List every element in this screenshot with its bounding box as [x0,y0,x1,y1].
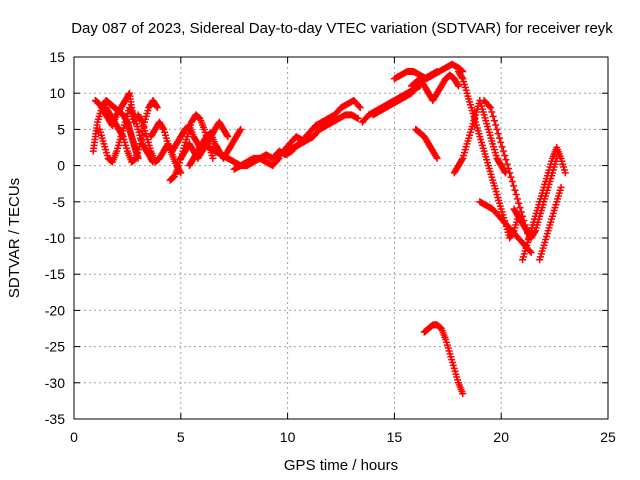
series-track-26 [420,321,467,398]
series-track-21 [480,96,533,242]
data-point [494,130,502,138]
data-point [557,183,565,191]
y-tick-label: -5 [53,194,66,210]
data-point [497,138,505,146]
x-tick-label: 0 [70,429,78,445]
data-point [515,199,523,207]
data-point [236,127,244,135]
data-point [516,204,524,212]
x-tick-label: 20 [493,429,509,445]
data-point [454,81,462,89]
data-point [493,125,501,133]
y-tick-label: 10 [49,85,65,101]
y-tick-label: -30 [45,375,65,391]
x-tick-label: 5 [177,429,185,445]
data-point [507,173,515,181]
data-point [506,169,514,177]
data-point [137,117,145,125]
data-point [511,186,519,194]
data-points [89,60,569,398]
series-track-16 [390,60,467,83]
data-point [224,133,232,141]
data-point [487,104,495,112]
data-point [485,102,493,110]
data-point [355,102,363,110]
data-point [125,91,133,99]
data-point [498,143,506,151]
data-point [510,182,518,190]
x-tick-label: 25 [600,429,616,445]
x-axis-label: GPS time / hours [284,457,398,474]
series-track-17 [407,71,462,104]
data-point [209,154,217,162]
data-point [531,228,539,236]
series-track-12 [273,96,364,162]
y-tick-label: -20 [45,302,65,318]
data-point [561,169,569,177]
data-point [458,73,466,81]
data-point [152,102,160,110]
data-point [513,195,521,203]
y-tick-label: -15 [45,266,65,282]
chart-title: Day 087 of 2023, Sidereal Day-to-day VTE… [71,20,613,37]
data-point [495,134,503,142]
data-point [138,131,146,139]
series-track-24 [510,154,561,242]
series-track-04 [102,96,161,166]
data-point [553,154,561,162]
series-track-25 [536,183,565,264]
series-track-22 [476,198,535,256]
data-point [454,82,462,90]
data-point [153,104,161,112]
data-point [223,131,231,139]
data-point [432,153,440,161]
series-track-15 [369,67,441,119]
data-point [356,104,364,112]
data-point [527,248,535,256]
y-axis-label: SDTVAR / TECUs [6,178,23,298]
y-tick-label: -10 [45,230,65,246]
data-point [129,109,137,117]
axis-ticks: 15 10 5 0 -5 -10 -15 -20 -25 -30 -35 0 5 10 15 20 25 [45,49,616,445]
y-tick-label: 0 [57,158,65,174]
data-point [433,154,441,162]
data-point [490,117,498,125]
data-point [118,131,126,139]
data-point [137,136,145,144]
series-track-19 [450,96,509,177]
y-tick-label: -25 [45,339,65,355]
data-point [504,164,512,172]
data-point [136,140,144,148]
y-tick-label: 5 [57,121,65,137]
data-point [159,124,167,132]
y-tick-label: -35 [45,411,65,427]
data-point [488,108,496,116]
data-point [354,115,362,123]
data-point [459,390,467,398]
series-track-13 [284,111,362,155]
x-tick-label: 15 [387,429,403,445]
x-tick-label: 10 [280,429,296,445]
data-point [499,147,507,155]
y-tick-label: 15 [49,49,65,65]
series-track-18 [412,125,441,162]
data-point [508,178,516,186]
data-point [489,112,497,120]
data-point [501,151,509,159]
data-point [512,191,520,199]
data-point [458,156,466,164]
data-point [503,160,511,168]
data-point [492,121,500,129]
data-point [502,156,510,164]
data-point [237,125,245,133]
data-point [501,167,509,175]
